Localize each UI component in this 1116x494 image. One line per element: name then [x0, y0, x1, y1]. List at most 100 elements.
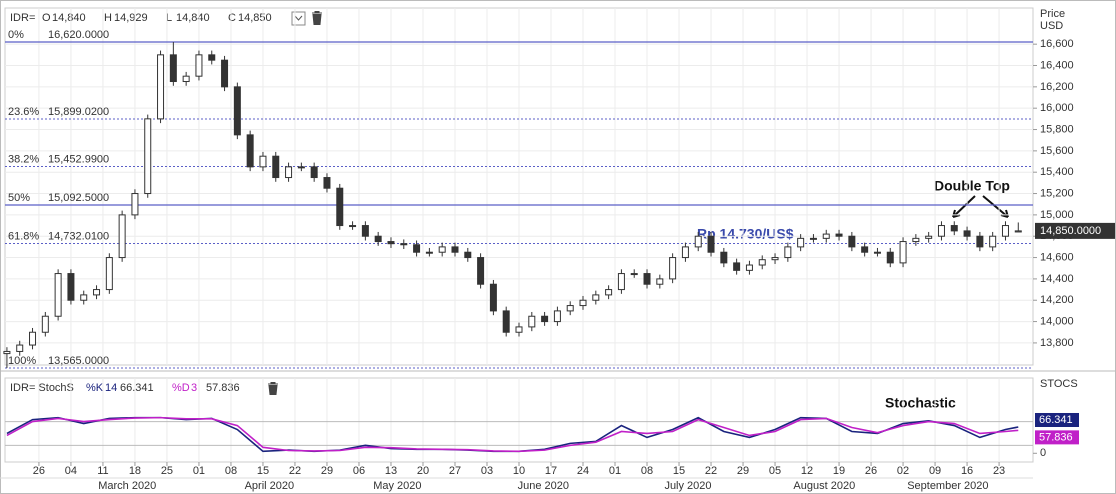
candle-body — [553, 310, 561, 323]
y-tick-label: 15,200 — [1040, 187, 1074, 199]
fib-pct: 0% — [8, 29, 24, 41]
candle-body — [886, 251, 894, 264]
candle-body — [937, 225, 945, 237]
y-tick-label: 15,000 — [1040, 209, 1074, 221]
candle-body — [182, 75, 190, 83]
y-tick-label: 14,000 — [1040, 315, 1074, 327]
candle-body — [361, 225, 369, 237]
y-tick-label: 15,800 — [1040, 123, 1074, 135]
candle-body — [592, 294, 600, 301]
candle-body — [745, 264, 753, 271]
candle-body — [105, 257, 113, 291]
trash-icon[interactable] — [268, 382, 278, 395]
candle-body — [489, 283, 497, 312]
candle-body — [131, 193, 139, 216]
x-tick-label: 15 — [673, 465, 685, 477]
x-tick-label: 06 — [353, 465, 365, 477]
x-tick-label: 05 — [769, 465, 781, 477]
candle-body — [41, 315, 49, 333]
y-tick-label: 15,600 — [1040, 145, 1074, 157]
x-tick-label: 17 — [545, 465, 557, 477]
candle-body — [233, 86, 241, 136]
x-tick-label: 29 — [321, 465, 333, 477]
month-label: August 2020 — [793, 480, 855, 492]
dropdown-icon — [294, 15, 303, 21]
dropdown-button[interactable] — [291, 11, 306, 26]
y-tick-label: 16,000 — [1040, 102, 1074, 114]
x-tick-label: 24 — [577, 465, 589, 477]
candle-body — [272, 155, 280, 179]
candle-body — [310, 166, 318, 179]
candle-body — [989, 235, 997, 248]
candle-body — [374, 235, 382, 243]
candle-body — [720, 251, 728, 264]
trash-icon[interactable] — [312, 11, 322, 25]
x-tick-label: 02 — [897, 465, 909, 477]
candle-body — [464, 251, 472, 259]
y-tick-label: 16,200 — [1040, 81, 1074, 93]
candle-body — [208, 54, 216, 61]
stoch-badge — [1035, 412, 1079, 427]
x-tick-label: 26 — [865, 465, 877, 477]
candle-body — [221, 59, 229, 88]
y-tick-label: 14,600 — [1040, 251, 1074, 263]
stoch-badge — [1035, 430, 1079, 445]
candle-body — [349, 225, 357, 228]
axis-title: Price — [1040, 8, 1065, 20]
candle-body — [681, 246, 689, 259]
x-tick-label: 01 — [609, 465, 621, 477]
y-tick-label: 13,800 — [1040, 337, 1074, 349]
candle-body — [169, 54, 177, 83]
fib-value: 13,565.0000 — [48, 355, 109, 367]
candle-body — [451, 246, 459, 253]
fib-pct: 38.2% — [8, 153, 39, 165]
candle-body — [605, 289, 613, 296]
candle-body — [771, 257, 779, 261]
stoch-param-value: 66.341 — [120, 382, 154, 394]
fib-pct: 50% — [8, 192, 30, 204]
candle-body — [784, 246, 792, 259]
x-tick-label: 22 — [705, 465, 717, 477]
candle-body — [93, 289, 101, 296]
candle-body — [912, 237, 920, 243]
fib-value: 15,899.0200 — [48, 106, 109, 118]
month-label: May 2020 — [373, 480, 421, 492]
candle-body — [733, 262, 741, 271]
candle-body — [566, 305, 574, 312]
x-tick-label: 27 — [449, 465, 461, 477]
candle-body — [1001, 225, 1009, 237]
ohlc-value: 14,929 — [114, 12, 148, 24]
x-tick-label: 08 — [225, 465, 237, 477]
candle-body — [643, 273, 651, 285]
candle-body — [195, 54, 203, 77]
y-tick-label: 15,400 — [1040, 166, 1074, 178]
x-tick-label: 13 — [385, 465, 397, 477]
candle-body — [285, 166, 293, 179]
candle-body — [400, 243, 408, 246]
x-tick-label: 18 — [129, 465, 141, 477]
candle-body — [323, 177, 331, 189]
candle-body — [835, 233, 843, 237]
stoch-line — [6, 416, 1019, 453]
candle-body — [118, 214, 126, 259]
candle-body — [157, 54, 165, 120]
candle-body — [259, 155, 267, 168]
candle-body — [1014, 230, 1022, 233]
candle-body — [297, 166, 305, 169]
stoch-param-period: 3 — [191, 382, 197, 394]
fib-pct: 23.6% — [8, 106, 39, 118]
candle-body — [950, 225, 958, 232]
candle-body — [502, 310, 510, 333]
stoch-param-period: 14 — [105, 382, 117, 394]
axis-title: STOCS — [1040, 378, 1078, 390]
last-price-label: 14,850.0000 — [1040, 225, 1101, 237]
candle-body — [630, 273, 638, 276]
y-tick-label: 14,200 — [1040, 294, 1074, 306]
x-tick-label: 10 — [513, 465, 525, 477]
fib-value: 15,092.5000 — [48, 192, 109, 204]
pattern-label: Double Top — [934, 178, 1010, 194]
ohlc-key: O — [42, 12, 51, 24]
x-tick-label: 12 — [801, 465, 813, 477]
fib-value: 14,732.0100 — [48, 230, 109, 242]
